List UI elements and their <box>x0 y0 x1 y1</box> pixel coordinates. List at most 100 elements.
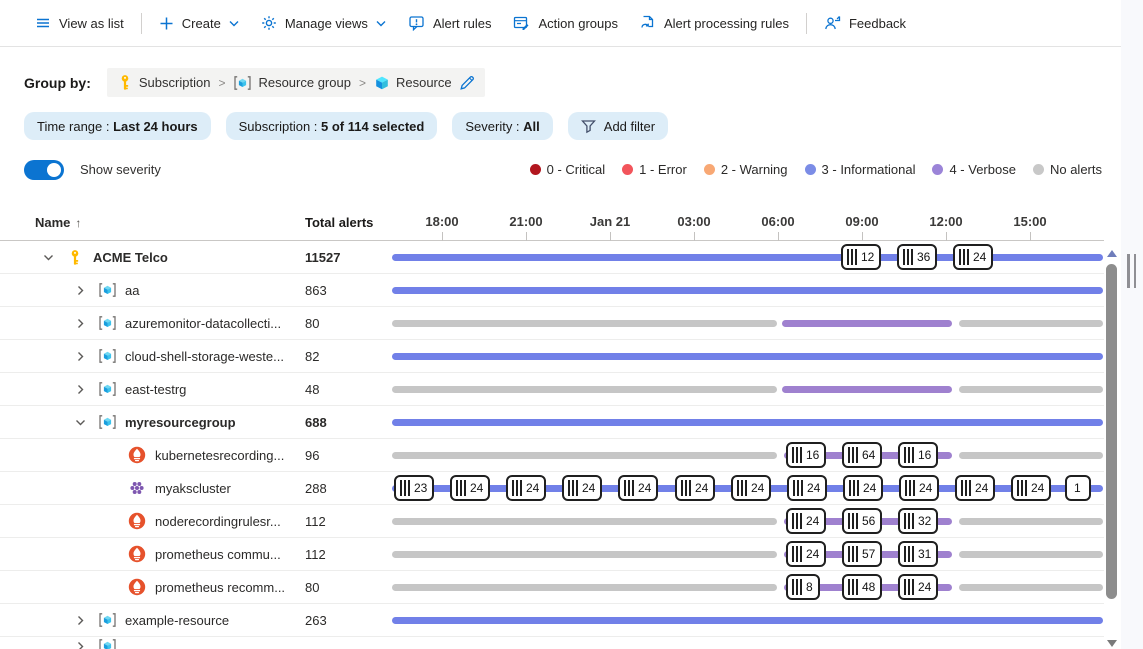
badge-stack-line <box>857 479 859 496</box>
vertical-scrollbar[interactable] <box>1104 246 1119 649</box>
row-total-alerts: 863 <box>305 282 327 298</box>
row-name-label: cloud-shell-storage-weste... <box>125 348 284 364</box>
chevron-right-icon[interactable] <box>72 381 88 397</box>
badge-stack-line <box>912 512 914 529</box>
chevron-right-icon[interactable] <box>72 282 88 298</box>
toolbar-button-action-groups[interactable]: Action groups <box>502 15 629 31</box>
alert-count-badge[interactable]: 24 <box>450 474 491 501</box>
alert-count-badge[interactable]: 24 <box>675 474 716 501</box>
group-by-pill[interactable]: Subscription > Resource group > Resource <box>106 68 485 97</box>
show-severity-toggle[interactable] <box>24 159 64 180</box>
table-row-east-testrg[interactable]: east-testrg 48 <box>0 373 1104 406</box>
chevron-down-icon[interactable] <box>40 249 56 265</box>
alert-count-badge[interactable]: 24 <box>899 474 940 501</box>
filter-pill-severity[interactable]: Severity : All <box>452 112 553 140</box>
badge-count: 24 <box>807 480 821 495</box>
alert-count-badge[interactable]: 32 <box>898 507 939 534</box>
alert-count-badge[interactable]: 24 <box>618 474 659 501</box>
toolbar-button-alert-processing-rules[interactable]: Alert processing rules <box>629 15 800 31</box>
name-column-header[interactable]: Name ↑ <box>35 215 82 230</box>
chevron-right-icon[interactable] <box>72 348 88 364</box>
time-tick-mark <box>778 232 779 241</box>
table-row-prometheus-commu[interactable]: prometheus commu... 112 24 57 31 <box>0 538 1104 571</box>
alert-count-badge[interactable]: 24 <box>1011 474 1052 501</box>
timeline-bar-purple <box>782 319 952 327</box>
toolbar-button-label: Alert processing rules <box>663 15 789 31</box>
table-row-partial[interactable] <box>0 637 1104 649</box>
badge-stack-line <box>908 446 910 463</box>
row-total-alerts: 11527 <box>305 249 341 265</box>
alert-count-badge[interactable]: 12 <box>841 243 882 270</box>
chevron-right-icon[interactable] <box>72 638 88 649</box>
alert-count-badge[interactable]: 24 <box>955 474 996 501</box>
scrollbar-thumb[interactable] <box>1106 264 1117 599</box>
alert-count-badge[interactable]: 16 <box>786 441 827 468</box>
table-row-noderecordingrulesr[interactable]: noderecordingrulesr... 112 24 56 32 <box>0 505 1104 538</box>
alert-count-badge[interactable]: 24 <box>731 474 772 501</box>
alert-count-badge[interactable]: 24 <box>843 474 884 501</box>
badge-stack-line <box>852 446 854 463</box>
badge-stack-line <box>856 512 858 529</box>
toggle-knob <box>47 162 61 177</box>
alert-count-badge[interactable]: 24 <box>786 507 827 534</box>
time-tick-label: 18:00 <box>425 214 459 229</box>
key-icon <box>117 74 133 91</box>
alert-count-badge[interactable]: 36 <box>897 243 938 270</box>
row-total-alerts: 112 <box>305 546 326 562</box>
alert-count-badge[interactable]: 16 <box>898 441 939 468</box>
table-row-myakscluster[interactable]: myakscluster 288 23 24 24 24 24 24 24 24 24 24 24 24 1 <box>0 472 1104 505</box>
table-row-azuremonitor-datacollecti[interactable]: azuremonitor-datacollecti... 80 <box>0 307 1104 340</box>
timeline-bar-gray <box>959 451 1103 459</box>
chevron-down-icon[interactable] <box>72 414 88 430</box>
alert-count-badge[interactable]: 24 <box>953 243 994 270</box>
filter-pill-subscription[interactable]: Subscription : 5 of 114 selected <box>225 112 438 140</box>
scroll-up-icon[interactable] <box>1107 250 1117 257</box>
alert-count-badge[interactable]: 24 <box>898 573 939 600</box>
filter-pill-time-range[interactable]: Time range : Last 24 hours <box>24 112 211 140</box>
table-row-kubernetesrecording[interactable]: kubernetesrecording... 96 16 64 16 <box>0 439 1104 472</box>
alert-count-badge[interactable]: 31 <box>898 540 939 567</box>
alert-count-badge[interactable]: 24 <box>786 540 827 567</box>
badge-stack-line <box>959 248 961 265</box>
chevron-right-icon[interactable] <box>72 612 88 628</box>
alert-count-badge[interactable]: 23 <box>394 474 435 501</box>
group-by-label: Group by: <box>24 74 91 91</box>
toolbar-button-alert-rules[interactable]: Alert rules <box>397 15 503 31</box>
badge-stack-line <box>1017 479 1019 496</box>
add-filter-button[interactable]: Add filter <box>567 112 669 140</box>
resource-group-icon <box>98 413 116 431</box>
table-row-example-resource[interactable]: example-resource 263 <box>0 604 1104 637</box>
alert-count-badge[interactable]: 56 <box>842 507 883 534</box>
row-name-cell: azuremonitor-datacollecti... <box>0 314 305 332</box>
alert-count-badge[interactable]: 48 <box>842 573 883 600</box>
alert-count-badge[interactable]: 24 <box>787 474 828 501</box>
alert-count-badge[interactable]: 24 <box>506 474 547 501</box>
table-row-cloud-shell-storage-weste[interactable]: cloud-shell-storage-weste... 82 <box>0 340 1104 373</box>
timeline-bar-gray <box>392 550 777 558</box>
row-name-label: prometheus commu... <box>155 546 281 562</box>
alert-count-badge[interactable]: 1 <box>1065 474 1091 501</box>
toolbar-button-manage-views[interactable]: Manage views <box>250 15 397 31</box>
scroll-down-icon[interactable] <box>1107 640 1117 647</box>
table-row-aa[interactable]: aa 863 <box>0 274 1104 307</box>
legend-item-1-error: 1 - Error <box>622 162 687 177</box>
table-row-acme-telco[interactable]: ACME Telco 11527 12 36 24 <box>0 241 1104 274</box>
alert-count-badge[interactable]: 8 <box>786 573 820 600</box>
toolbar-button-feedback[interactable]: Feedback <box>813 15 917 31</box>
chevron-right-icon[interactable] <box>72 315 88 331</box>
toolbar-button-create[interactable]: Create <box>148 16 250 31</box>
badge-stack-line <box>848 545 850 562</box>
table-row-prometheus-recomm[interactable]: prometheus recomm... 80 8 48 24 <box>0 571 1104 604</box>
legend-label: 4 - Verbose <box>949 162 1016 177</box>
pencil-icon[interactable] <box>459 75 475 91</box>
table-row-myresourcegroup[interactable]: myresourcegroup 688 <box>0 406 1104 439</box>
legend-label: 2 - Warning <box>720 162 788 177</box>
badge-count: 57 <box>862 546 876 561</box>
alert-count-badge[interactable]: 57 <box>842 540 883 567</box>
resize-gripper-icon[interactable] <box>1127 254 1136 288</box>
toolbar-button-view-as-list[interactable]: View as list <box>24 15 135 31</box>
badge-count: 24 <box>582 480 596 495</box>
alert-count-badge[interactable]: 24 <box>562 474 603 501</box>
alert-count-badge[interactable]: 64 <box>842 441 883 468</box>
group-by-row: Group by: Subscription > Resource group > Re… <box>24 68 1143 97</box>
